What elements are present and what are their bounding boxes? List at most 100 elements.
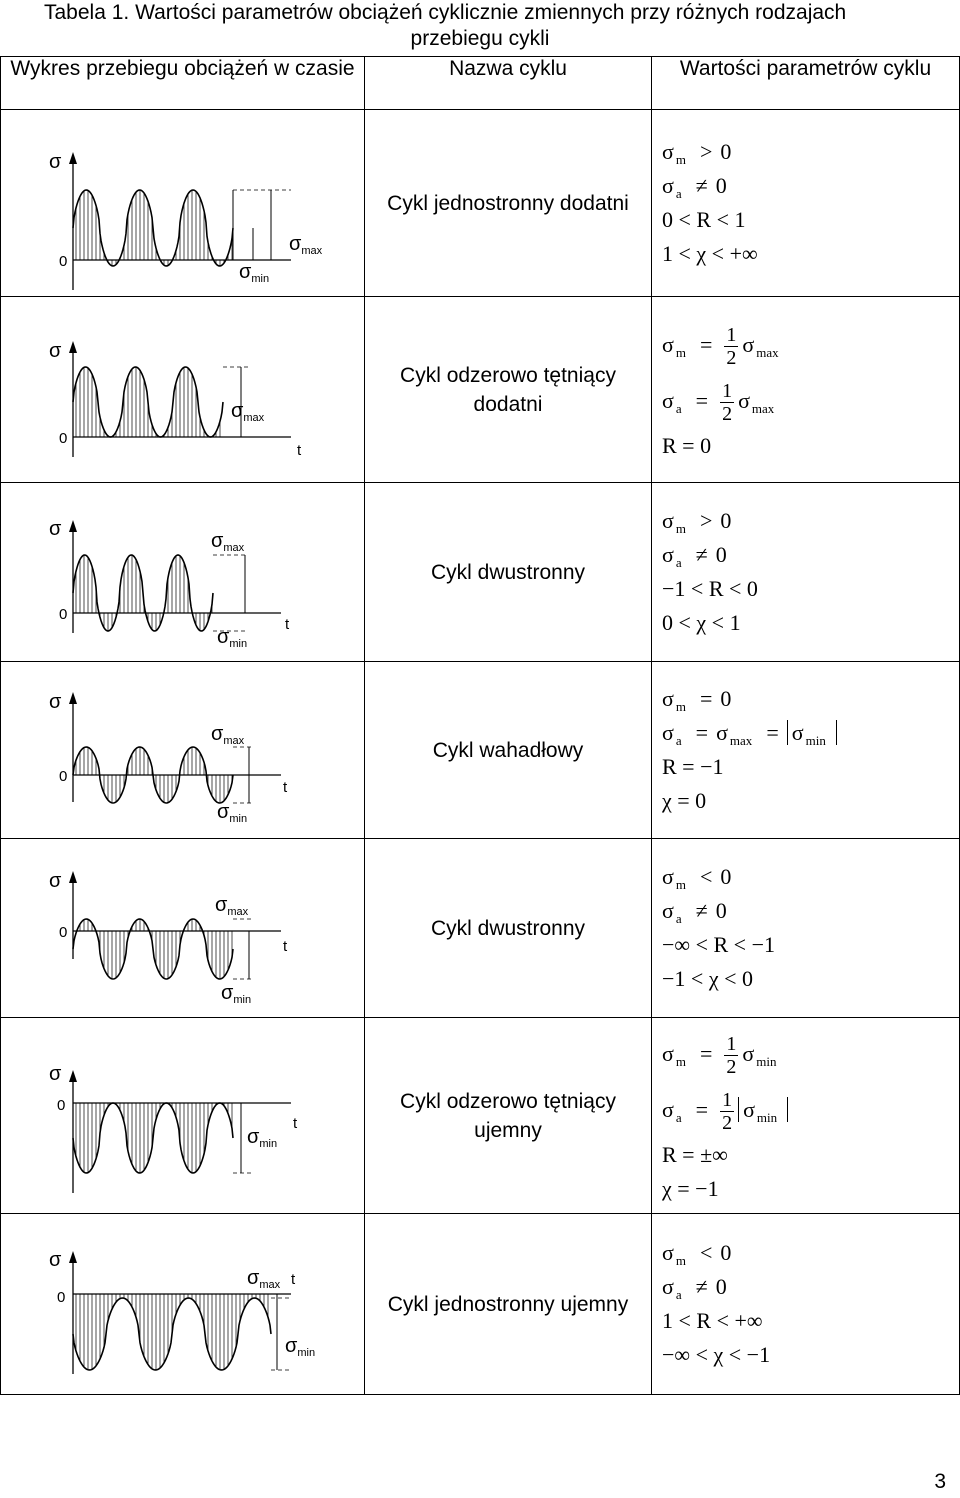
t-axis-label: t <box>285 616 290 633</box>
load-plot-cell: σ 0 t σmax σmin <box>0 109 365 297</box>
cycle-params: σ m = 1 2 σ min σ a = 1 2 σ min R = ±∞ χ = −1 <box>651 1017 960 1214</box>
load-plot-cell: σ 0 t σmax σmin <box>0 1213 365 1395</box>
hatch-group <box>75 919 233 979</box>
page-number: 3 <box>934 1470 946 1493</box>
wave-curve <box>72 1297 272 1371</box>
table-caption: Tabela 1. Wartości parametrów obciążeń c… <box>0 0 960 52</box>
load-plot-3: σ 0 t σmax σmin <box>49 518 290 650</box>
param-line: σ m = 0 <box>662 686 732 714</box>
sigma-max-label: σmax <box>247 1267 281 1291</box>
header-params: Wartości parametrów cyklu <box>651 56 960 110</box>
cycle-params: σ m = 0 σ a = σ max = σ min R = −1 χ = 0 <box>651 661 960 839</box>
table-row: σ 0 t σmax σmin Cykl jednostronny ujemny… <box>0 1213 960 1395</box>
cycle-params: σ m <0 σ a ≠ 0 −∞ < R < −1 −1 < χ < 0 <box>651 838 960 1018</box>
wave-curve <box>72 918 234 980</box>
cycle-name: Cykl odzerowo tętniący ujemny <box>364 1017 652 1214</box>
t-axis-label: t <box>293 1115 298 1132</box>
zero-label: 0 <box>59 606 67 623</box>
param-line: σ m >0 <box>662 139 732 167</box>
sigma-min-label: σmin <box>217 626 247 650</box>
cycle-name: Cykl jednostronny ujemny <box>364 1213 652 1395</box>
param-line: σ a ≠ 0 <box>662 542 727 570</box>
zero-label: 0 <box>57 1289 65 1306</box>
cycle-name: Cykl jednostronny dodatni <box>364 109 652 297</box>
param-line: σ m <0 <box>662 1240 732 1268</box>
cycle-name: Cykl odzerowo tętniący dodatni <box>364 296 652 483</box>
wave-curve <box>72 189 234 267</box>
cycle-params: σ m = 1 2 σ max σ a = 1 2 σ max R = 0 <box>651 296 960 483</box>
param-line: σ m = 1 2 σ min <box>662 1032 777 1078</box>
load-plot-cell: σ 0 t σmax <box>0 296 365 483</box>
header-plot: Wykres przebiegu obciążeń w czasie <box>0 56 365 110</box>
sigma-axis-label: σ <box>49 151 62 173</box>
load-plot-5: σ 0 t σmax σmin <box>49 870 288 1006</box>
param-line: −1 < χ < 0 <box>662 966 753 991</box>
sigma-min-label: σmin <box>285 1335 315 1359</box>
param-line: σ m <0 <box>662 864 732 892</box>
param-line: σ a ≠ 0 <box>662 173 727 201</box>
sigma-axis-label: σ <box>49 1063 62 1085</box>
table-row: σ 0 t σmax Cykl odzerowo tętniący dodatn… <box>0 296 960 483</box>
param-line: σ m >0 <box>662 508 732 536</box>
cycle-name: Cykl wahadłowy <box>364 661 652 839</box>
table-row: σ 0 t σmax σmin Cykl dwustronny σ m <0 σ a ≠… <box>0 838 960 1018</box>
table-row: σ 0 t σmax σmin Cykl wahadłowy σ m = 0 σ a = σ… <box>0 661 960 839</box>
param-line: −∞ < R < −1 <box>662 932 775 957</box>
sigma-axis-label: σ <box>49 870 62 892</box>
load-plot-cell: σ 0 t σmax σmin <box>0 482 365 662</box>
wave-curve <box>72 554 214 632</box>
load-plot-cell: σ 0 t σmax σmin <box>0 661 365 839</box>
sigma-min-label: σmin <box>247 1126 277 1150</box>
header-name: Nazwa cyklu <box>364 56 652 110</box>
table-row: σ 0 t σmax σmin Cykl dwustronny σ m >0 σ a ≠… <box>0 482 960 662</box>
param-line: R = 0 <box>662 432 712 458</box>
param-line: σ a = 1 2 σ max <box>662 379 775 425</box>
sigma-min-label: σmin <box>217 801 247 825</box>
sigma-axis-label: σ <box>49 340 62 362</box>
t-axis-label: t <box>291 1271 296 1288</box>
param-line: −1 < R < 0 <box>662 576 758 601</box>
sigma-axis-label: σ <box>49 518 62 540</box>
cycle-name: Cykl dwustronny <box>364 482 652 662</box>
sigma-min-label: σmin <box>221 982 251 1006</box>
zero-label: 0 <box>59 430 67 447</box>
load-plot-cell: σ 0 t σmin <box>0 1017 365 1214</box>
caption-line-2: przebiegu cykli <box>410 27 550 50</box>
cycle-parameters-table: Wykres przebiegu obciążeń w czasie Nazwa… <box>0 56 960 1395</box>
param-line: R = ±∞ <box>662 1141 728 1167</box>
sigma-max-label: σmax <box>215 894 249 918</box>
param-line: σ a ≠ 0 <box>662 1274 727 1302</box>
load-plot-cell: σ 0 t σmax σmin <box>0 838 365 1018</box>
load-plot-7: σ 0 t σmax σmin <box>49 1249 315 1374</box>
load-plot-2: σ 0 t σmax <box>49 340 302 459</box>
param-line: χ = 0 <box>662 788 707 813</box>
zero-label: 0 <box>59 253 67 270</box>
param-line: 0 < χ < 1 <box>662 610 741 635</box>
param-line: χ = −1 <box>662 1175 719 1201</box>
sigma-max-label: σmax <box>211 530 245 554</box>
param-line: 0 < R < 1 <box>662 207 746 232</box>
caption-line-1: Tabela 1. Wartości parametrów obciążeń c… <box>44 1 847 24</box>
cycle-params: σ m >0 σ a ≠ 0 −1 < R < 0 0 < χ < 1 <box>651 482 960 662</box>
param-line: σ a = σ max = σ min <box>662 716 959 750</box>
load-plot-4: σ 0 t σmax σmin <box>49 691 288 825</box>
wave-curve <box>72 1102 234 1174</box>
load-plot-6: σ 0 t σmin <box>49 1063 298 1193</box>
param-line: 1 < χ < +∞ <box>662 241 758 266</box>
zero-label: 0 <box>59 924 67 941</box>
param-line: σ m = 1 2 σ max <box>662 323 779 369</box>
param-line: −∞ < χ < −1 <box>662 1342 771 1367</box>
hatch-group <box>75 1103 233 1173</box>
load-plot-1: σ 0 t σmax σmin <box>49 151 323 290</box>
sigma-axis-label: σ <box>49 691 62 713</box>
abs-value: σ min <box>738 1096 789 1125</box>
hatch-group <box>75 1294 269 1370</box>
cycle-name: Cykl dwustronny <box>364 838 652 1018</box>
table-row: σ 0 t σmin Cykl odzerowo tętniący ujemny… <box>0 1017 960 1214</box>
sigma-min-label: σmin <box>239 261 269 285</box>
zero-label: 0 <box>57 1097 65 1114</box>
t-axis-label: t <box>297 442 302 459</box>
